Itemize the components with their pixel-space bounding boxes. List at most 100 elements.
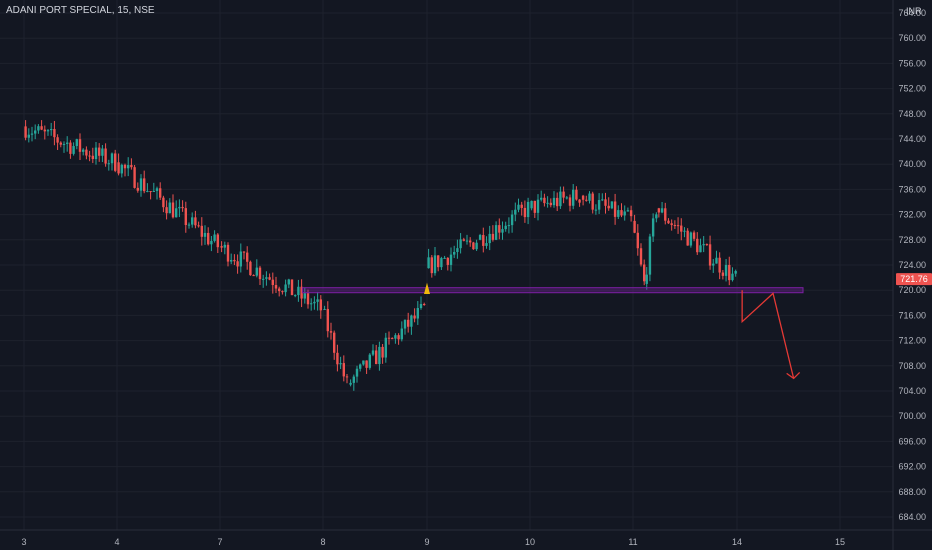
currency-label: INR [906,6,922,16]
candle-body [387,337,391,339]
candle-body [168,202,171,214]
price-tick-label: 712.00 [898,336,926,346]
grid [0,0,893,530]
candle-body [543,197,546,204]
candle-body [384,337,387,358]
time-tick-label: 4 [114,537,119,547]
candle-body [101,148,104,156]
candle-body [462,239,465,241]
candle-body [323,308,326,310]
candle-body [75,139,78,147]
candle-body [427,257,430,269]
price-tick-label: 760.00 [898,33,926,43]
candle-body [407,319,410,327]
candle-body [69,142,72,154]
projection-arrow[interactable] [741,290,801,380]
candle-body [507,225,511,227]
candle-body [362,360,365,365]
candle-body [689,232,693,246]
candle-body [300,286,303,299]
candle-body [284,284,287,293]
candle-body [643,264,646,282]
candle-body [699,245,702,253]
candle-body [162,197,165,208]
candle-body [514,209,517,215]
candle-body [171,202,175,218]
candle-body [540,197,543,200]
candle-body [271,279,274,286]
candle-body [680,225,683,232]
candle-body [59,142,62,145]
candle-body [607,205,610,209]
candle-body [326,308,329,332]
time-tick-label: 10 [525,537,535,547]
candle-body [107,163,110,165]
candle-body [651,218,655,237]
candle-body [400,328,403,340]
price-tick-label: 684.00 [898,512,926,522]
candle-body [290,279,294,296]
symbol-title[interactable]: ADANI PORT SPECIAL, 15, NSE [6,5,155,16]
candle-body [255,267,258,276]
candle-body [559,191,562,207]
candle-body [139,178,143,191]
candle-body [565,197,568,199]
candle-body [440,258,443,268]
candle-body [626,210,630,212]
price-tick-label: 744.00 [898,134,926,144]
candle-body [504,225,507,230]
candle-body [419,304,423,309]
candle-body [114,153,117,171]
candle-body [520,204,523,208]
candle-body [578,199,581,203]
time-tick-label: 9 [424,537,429,547]
price-tick-label: 740.00 [898,159,926,169]
price-tick-label: 736.00 [898,184,926,194]
candle-body [375,350,378,365]
candles-layer [24,120,737,391]
candle-body [294,295,297,297]
candle-body [478,235,482,240]
candle-body [676,225,680,227]
candle-body [236,261,239,267]
candle-body [498,225,501,233]
candle-body [549,202,552,206]
candle-body [552,197,556,206]
candle-body [588,193,591,201]
candle-body [657,208,661,213]
candle-body [191,217,194,225]
candle-body [403,319,407,329]
candle-body [104,148,107,164]
candle-body [355,368,359,377]
candle-body [336,352,339,365]
candle-body [78,139,82,152]
candle-body [604,199,607,206]
price-axis[interactable]: 684.00 688.00 692.00 696.00 700.00 704.00 708.… [892,0,932,550]
candle-body [359,364,362,369]
candle-body [617,210,620,217]
candle-body [66,142,69,144]
last-price-label: 721.76 [900,274,928,284]
candle-body [556,197,559,207]
candle-body [216,234,219,248]
candle-body [187,224,191,226]
candle-body [664,208,667,221]
candle-body [459,239,462,249]
candle-body [591,193,594,210]
last-price-tag [896,273,932,286]
candle-body [623,211,626,216]
candle-body [397,335,400,340]
price-tick-label: 692.00 [898,462,926,472]
candle-body [252,275,255,277]
candle-body [371,350,375,355]
price-tick-label: 688.00 [898,487,926,497]
candle-body [365,360,368,368]
support-zone[interactable] [301,282,804,294]
candle-body [378,346,381,365]
candle-body [708,244,712,266]
candle-body [501,229,504,233]
candle-body [110,153,114,164]
time-axis[interactable]: 3 4 7 8 9 10 11 14 15 [0,529,932,547]
